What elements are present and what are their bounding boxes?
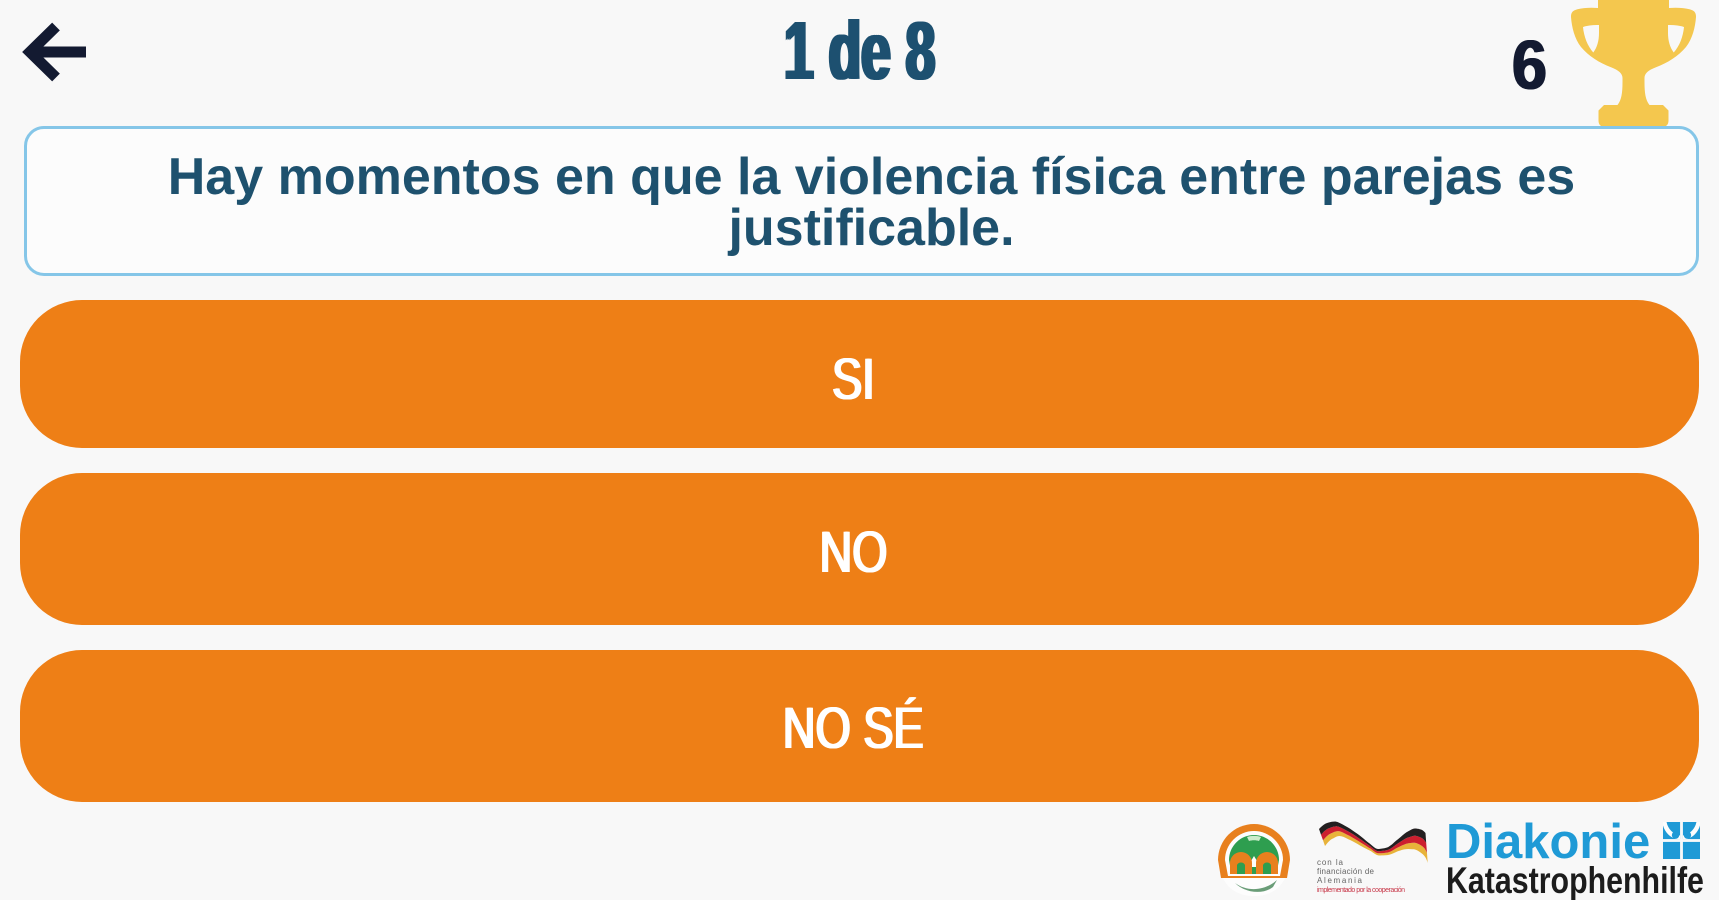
- svg-text:financiación de: financiación de: [1317, 867, 1375, 876]
- svg-text:con la: con la: [1317, 858, 1344, 867]
- svg-text:Alemania: Alemania: [1317, 876, 1363, 885]
- svg-text:implementado por la cooperació: implementado por la cooperación: [1317, 887, 1405, 894]
